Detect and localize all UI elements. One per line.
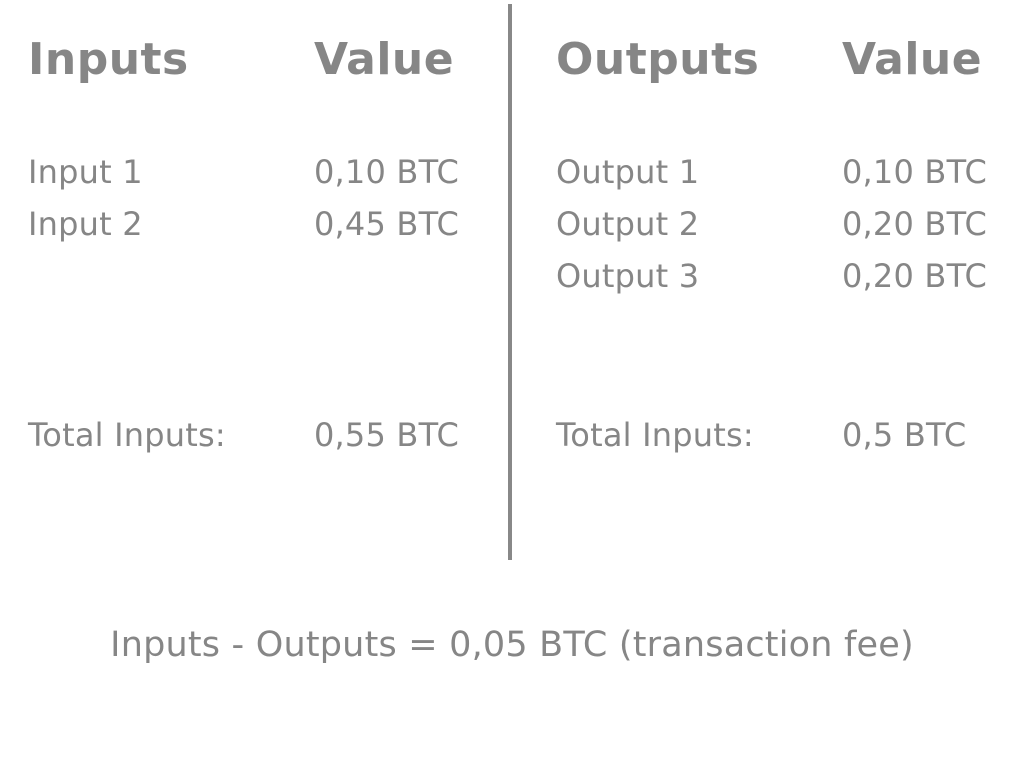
inputs-value-header: Value — [314, 34, 455, 85]
output-row-label: Output 3 — [556, 257, 700, 295]
input-row-value: 0,45 BTC — [314, 205, 459, 243]
inputs-total-value: 0,55 BTC — [314, 416, 459, 454]
inputs-header: Inputs — [28, 34, 189, 85]
inputs-total-label: Total Inputs: — [28, 416, 226, 454]
output-row-value: 0,10 BTC — [842, 153, 987, 191]
fee-formula: Inputs - Outputs = 0,05 BTC (transaction… — [110, 625, 914, 665]
input-row-label: Input 1 — [28, 153, 143, 191]
output-row-label: Output 2 — [556, 205, 700, 243]
output-row-value: 0,20 BTC — [842, 205, 987, 243]
outputs-total-value: 0,5 BTC — [842, 416, 967, 454]
outputs-value-header: Value — [842, 34, 983, 85]
output-row-value: 0,20 BTC — [842, 257, 987, 295]
column-divider — [508, 4, 512, 560]
input-row-label: Input 2 — [28, 205, 143, 243]
outputs-total-label: Total Inputs: — [556, 416, 754, 454]
input-row-value: 0,10 BTC — [314, 153, 459, 191]
outputs-header: Outputs — [556, 34, 760, 85]
output-row-label: Output 1 — [556, 153, 700, 191]
